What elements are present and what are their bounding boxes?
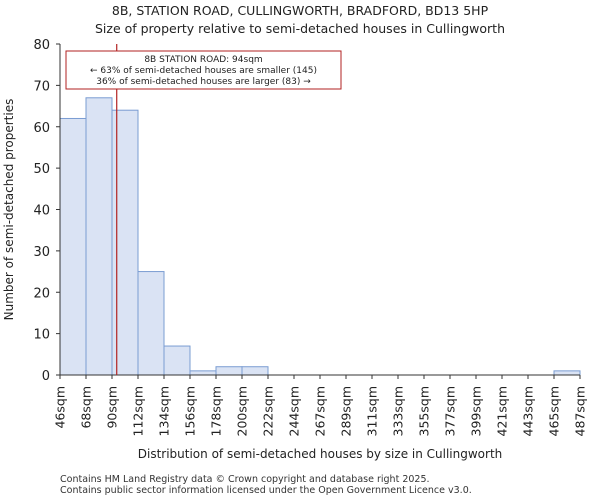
- y-tick-label: 80: [33, 38, 50, 53]
- bar: [553, 370, 581, 376]
- y-axis-label: Number of semi-detached properties: [2, 99, 16, 321]
- y-tick-label: 60: [33, 121, 50, 136]
- x-tick-label: 421sqm: [495, 386, 510, 436]
- y-tick-label: 0: [42, 369, 50, 384]
- x-tick-label: 289sqm: [339, 386, 354, 436]
- title-line-1: 8B, STATION ROAD, CULLINGWORTH, BRADFORD…: [111, 3, 489, 18]
- chart-title: 8B, STATION ROAD, CULLINGWORTH, BRADFORD…: [0, 2, 600, 38]
- bar: [59, 117, 87, 376]
- bar: [215, 366, 243, 376]
- bar: [241, 366, 269, 376]
- y-tick-label: 40: [33, 204, 50, 219]
- x-tick-label: 46sqm: [53, 386, 68, 429]
- x-tick-label: 465sqm: [547, 386, 562, 436]
- x-tick-label: 134sqm: [157, 386, 172, 436]
- annotation-line-2: ← 63% of semi-detached houses are smalle…: [90, 66, 317, 76]
- x-tick-label: 311sqm: [365, 386, 380, 436]
- x-tick-label: 156sqm: [183, 386, 198, 436]
- footer-line-1: Contains HM Land Registry data © Crown c…: [60, 474, 430, 485]
- y-tick-label: 70: [33, 79, 50, 94]
- x-tick-label: 244sqm: [287, 386, 302, 436]
- bar: [85, 97, 113, 376]
- x-tick-label: 267sqm: [313, 386, 328, 436]
- x-tick-label: 68sqm: [79, 386, 94, 429]
- x-tick-label: 377sqm: [443, 386, 458, 436]
- x-tick-label: 333sqm: [391, 386, 406, 436]
- x-tick-label: 178sqm: [209, 386, 224, 436]
- bar: [111, 109, 139, 376]
- annotation-border: [65, 50, 342, 90]
- x-tick-label: 487sqm: [573, 386, 588, 436]
- annotation-line-3: 36% of semi-detached houses are larger (…: [96, 77, 311, 87]
- x-tick-label: 112sqm: [131, 386, 146, 436]
- bar: [163, 345, 191, 376]
- annotation-box: 8B STATION ROAD: 94sqm ← 63% of semi-det…: [65, 50, 342, 90]
- x-tick-label: 355sqm: [417, 386, 432, 436]
- x-tick-label: 90sqm: [105, 386, 120, 429]
- y-axis: 0 10 20 30 40 50 60 70 80: [33, 38, 61, 384]
- x-axis: 46sqm 68sqm 90sqm 112sqm 134sqm 156sqm 178sqm 2…: [53, 374, 588, 436]
- y-tick-label: 20: [33, 286, 50, 301]
- footer-attribution: Contains HM Land Registry data © Crown c…: [60, 474, 472, 496]
- x-tick-label: 222sqm: [261, 386, 276, 436]
- x-axis-label: Distribution of semi-detached houses by …: [138, 447, 503, 461]
- bar: [137, 271, 165, 376]
- title-line-2: Size of property relative to semi-detach…: [94, 21, 506, 36]
- x-tick-label: 443sqm: [521, 386, 536, 436]
- y-tick-label: 30: [33, 245, 50, 260]
- footer-line-2: Contains public sector information licen…: [60, 485, 472, 496]
- bars-group: [59, 97, 581, 376]
- bar: [189, 370, 217, 376]
- y-tick-label: 10: [33, 328, 50, 343]
- x-tick-label: 399sqm: [469, 386, 484, 436]
- annotation-line-1: 8B STATION ROAD: 94sqm: [144, 55, 262, 65]
- x-tick-label: 200sqm: [235, 386, 250, 436]
- y-tick-label: 50: [33, 162, 50, 177]
